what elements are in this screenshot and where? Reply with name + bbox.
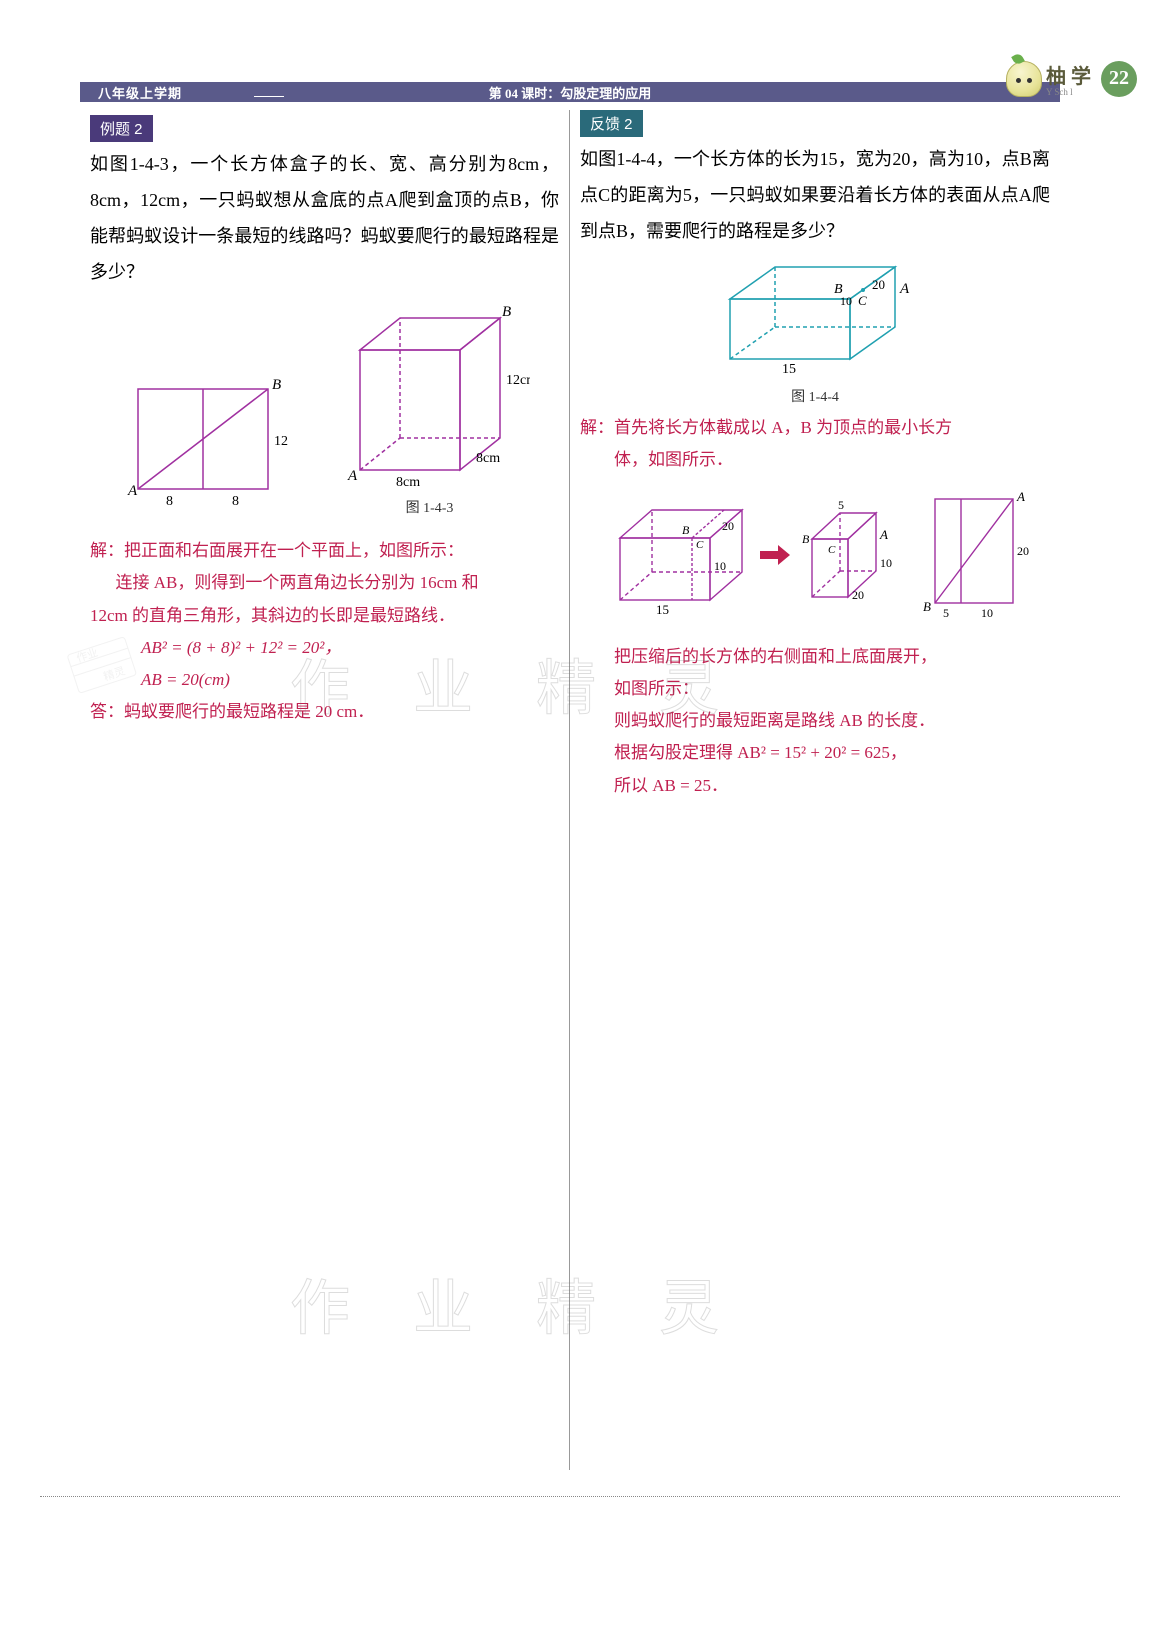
svg-text:10: 10 xyxy=(880,556,892,570)
svg-text:A: A xyxy=(899,281,910,297)
left-sol-l3: 12cm 的直角三角形，其斜边的长即是最短路线． xyxy=(90,600,559,632)
fig-1-4-4-svg: A B C 10 20 15 xyxy=(700,249,930,379)
figure-transform-row: B C 20 10 15 5 A xyxy=(580,485,1050,625)
svg-text:10: 10 xyxy=(714,559,726,573)
right-sol-l4: 根据勾股定理得 AB² = 15² + 20² = 625， xyxy=(614,737,1050,769)
svg-text:5: 5 xyxy=(943,606,949,620)
svg-text:B: B xyxy=(802,532,810,546)
fig-1-4-4-caption: 图 1-4-4 xyxy=(580,386,1050,406)
content-area: 例题 2 如图1-4-3，一个长方体盒子的长、宽、高分别为8cm，8cm，12c… xyxy=(80,110,1060,1470)
svg-text:C: C xyxy=(828,544,836,556)
svg-text:C: C xyxy=(696,539,704,551)
svg-text:5: 5 xyxy=(838,498,844,512)
header-underline xyxy=(254,96,284,97)
svg-text:B: B xyxy=(923,599,931,614)
page-number-badge: 22 xyxy=(1101,61,1137,97)
right-intro-l1: 解：首先将长方体截成以 A，B 为顶点的最小长方 xyxy=(580,412,1050,444)
svg-text:B: B xyxy=(502,304,511,320)
footer-dotted-line xyxy=(40,1496,1120,1497)
svg-text:20: 20 xyxy=(722,519,734,533)
svg-text:10: 10 xyxy=(981,606,993,620)
header-lesson-title: 第 04 课时：勾股定理的应用 xyxy=(489,83,652,102)
right-sol-l5: 所以 AB = 25． xyxy=(614,770,1050,802)
left-sol-l6: 答：蚂蚁要爬行的最短路程是 20 cm． xyxy=(90,696,559,728)
svg-text:C: C xyxy=(858,293,867,308)
svg-text:20: 20 xyxy=(852,588,864,602)
svg-text:B: B xyxy=(272,377,281,393)
svg-text:A: A xyxy=(879,527,888,542)
big-box-svg: B C 20 10 15 xyxy=(602,490,752,620)
right-column: 反馈 2 如图1-4-4，一个长方体的长为15，宽为20，高为10，点B离点C的… xyxy=(570,110,1060,1470)
svg-text:20: 20 xyxy=(872,277,885,292)
left-solution: 解：把正面和右面展开在一个平面上，如图所示： 连接 AB，则得到一个两直角边长分… xyxy=(90,535,559,729)
box-3d-wrapper: A B 12cm 8cm 8cm 图 1-4-3 xyxy=(330,300,530,517)
brand-text: 柚 学 Y Sch l xyxy=(1046,60,1091,97)
left-sol-l5: AB = 20(cm) xyxy=(90,664,559,696)
left-column: 例题 2 如图1-4-3，一个长方体盒子的长、宽、高分别为8cm，8cm，12c… xyxy=(80,110,570,1470)
arrow-icon xyxy=(758,543,792,567)
flat-rect-svg: A B 5 10 20 xyxy=(919,485,1029,625)
svg-text:8: 8 xyxy=(166,494,173,509)
right-problem-text: 如图1-4-4，一个长方体的长为15，宽为20，高为10，点B离点C的距离为5，… xyxy=(580,141,1050,249)
svg-text:B: B xyxy=(682,523,690,537)
mascot-icon xyxy=(1006,61,1042,97)
example-tag: 例题 2 xyxy=(90,115,153,142)
left-problem-text: 如图1-4-3，一个长方体盒子的长、宽、高分别为8cm，8cm，12cm，一只蚂… xyxy=(90,146,559,290)
figure-1-4-3: A B 8 8 12 xyxy=(90,300,559,517)
left-sol-l2: 连接 AB，则得到一个两直角边长分别为 16cm 和 xyxy=(90,567,559,599)
brand-block: 柚 学 Y Sch l 22 xyxy=(1006,60,1137,97)
svg-text:A: A xyxy=(347,468,358,484)
svg-text:15: 15 xyxy=(782,362,796,377)
fig-1-4-3-caption: 图 1-4-3 xyxy=(330,497,530,517)
svg-text:12: 12 xyxy=(274,434,288,449)
small-box-svg: 5 A B C 10 20 xyxy=(798,495,913,615)
svg-text:8cm: 8cm xyxy=(396,475,420,490)
svg-text:A: A xyxy=(1016,489,1025,504)
unfolded-net-svg: A B 8 8 12 xyxy=(120,367,290,517)
svg-text:10: 10 xyxy=(840,294,852,308)
svg-text:8cm: 8cm xyxy=(476,451,500,466)
page-header-bar: 八年级上学期 第 04 课时：勾股定理的应用 xyxy=(80,82,1060,102)
right-solution: 把压缩后的长方体的右侧面和上底面展开， 如图所示： 则蚂蚁爬行的最短距离是路线 … xyxy=(580,641,1050,802)
right-sol-intro: 解：首先将长方体截成以 A，B 为顶点的最小长方 体，如图所示． xyxy=(580,412,1050,477)
right-sol-l1: 把压缩后的长方体的右侧面和上底面展开， xyxy=(614,641,1050,673)
right-intro-l2: 体，如图所示． xyxy=(580,444,1050,476)
header-grade: 八年级上学期 xyxy=(98,83,182,102)
right-sol-l2: 如图所示： xyxy=(614,673,1050,705)
right-sol-l3: 则蚂蚁爬行的最短距离是路线 AB 的长度． xyxy=(614,705,1050,737)
left-sol-l1: 解：把正面和右面展开在一个平面上，如图所示： xyxy=(90,535,559,567)
svg-text:A: A xyxy=(127,483,138,499)
left-sol-l4: AB² = (8 + 8)² + 12² = 20²， xyxy=(90,632,559,664)
box-3d-svg: A B 12cm 8cm 8cm xyxy=(330,300,530,490)
svg-text:20: 20 xyxy=(1017,544,1029,558)
feedback-tag: 反馈 2 xyxy=(580,110,643,137)
svg-text:15: 15 xyxy=(656,602,669,617)
figure-1-4-4: A B C 10 20 15 图 1-4-4 xyxy=(580,249,1050,406)
svg-text:8: 8 xyxy=(232,494,239,509)
svg-text:12cm: 12cm xyxy=(506,373,530,388)
